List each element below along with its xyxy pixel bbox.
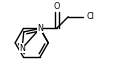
Text: N: N	[19, 44, 25, 53]
Text: Cl: Cl	[86, 12, 94, 21]
Text: N: N	[37, 24, 43, 33]
Text: O: O	[53, 2, 60, 11]
